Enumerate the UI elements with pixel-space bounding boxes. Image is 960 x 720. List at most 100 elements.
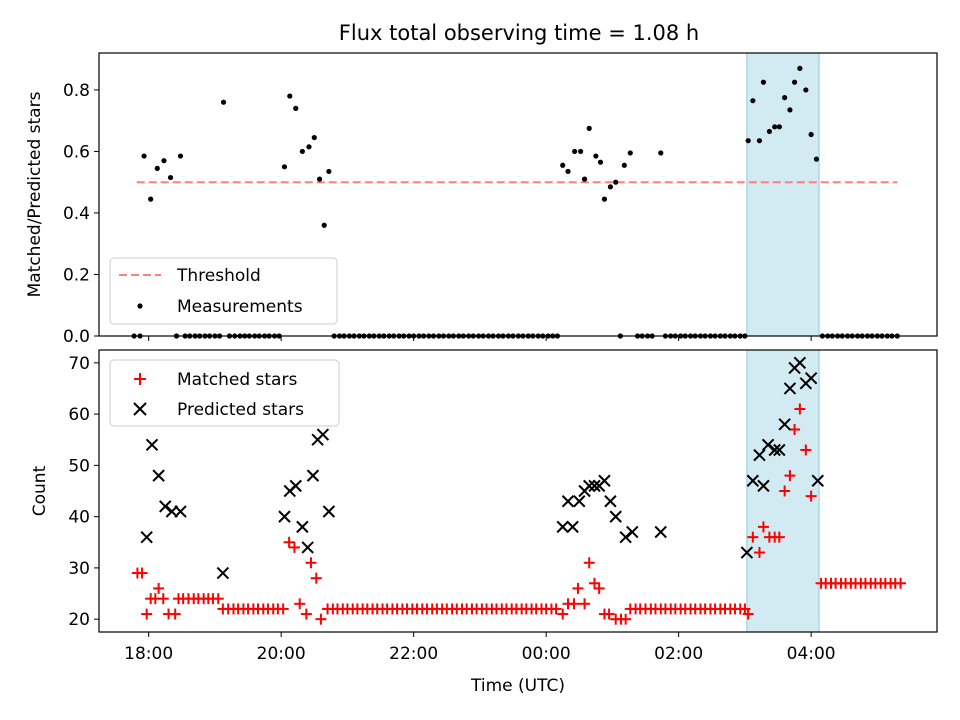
predicted-point [654,525,667,539]
predicted-point [296,520,309,534]
measurement-point [813,156,820,162]
predicted-point [793,356,807,370]
measurement-point [782,95,788,101]
y-tick-label: 0.8 [63,81,90,101]
x-tick-label: 04:00 [787,644,836,664]
y-axis-label: Matched/Predicted stars [25,91,45,297]
x-tick-label: 20:00 [257,644,306,664]
predicted-point [316,428,330,441]
predicted-point [753,448,766,462]
matched-point [300,608,312,620]
bottom-axes-frame [98,349,938,633]
cross-b [133,402,147,416]
cross-b [301,541,314,554]
cross-b [626,525,639,539]
predicted-point [811,474,824,487]
predicted-point [773,443,786,457]
matched-point [136,567,148,579]
predicted-point [216,566,230,580]
cross-b [561,495,575,508]
predicted-point [561,495,575,508]
y-tick-label: 60 [68,405,90,425]
matched-point [583,557,595,569]
measurement-point [293,105,299,111]
measurement-point [321,222,327,228]
cross-b [619,530,632,544]
predicted-point [740,546,754,559]
measurement-point [791,79,798,85]
matched-point [288,541,300,553]
matched-point [800,444,812,456]
cross-b [316,428,330,441]
measurement-point [141,153,147,159]
cross-b [573,495,586,508]
measurement-point [154,165,160,171]
matched-point [557,608,569,620]
chart-title: Flux total observing time = 1.08 h [339,21,699,45]
predicted-point [306,469,320,482]
cross-b [216,566,230,580]
cross-b [322,505,336,518]
measurement-point [177,153,184,159]
predicted-point [619,530,632,544]
matched-point [283,536,295,548]
predicted-point [583,479,596,493]
predicted-point [278,510,291,523]
legend: Matched stars Predicted stars [109,359,340,427]
bottom-panel: 20 30 40 50 60 70 18:00 20:00 22:00 00:00 02:00 04:… [30,349,938,696]
matched-point [572,582,584,594]
measurement-point [766,128,773,135]
matched-point [568,598,580,610]
measurement-point [306,144,312,150]
matched-point [169,608,181,620]
matched-point [773,531,785,543]
legend-box [109,257,338,325]
predicted-point [609,510,622,523]
matched-point [779,485,791,497]
matched-point [310,572,322,584]
measurement-point [581,176,588,182]
predicted-point [289,479,302,493]
cross-b [598,474,611,487]
matched-point [742,608,754,620]
matched-point [794,403,806,415]
cross-b [174,505,187,518]
measurement-point [572,148,578,155]
cross-b [740,546,754,559]
matched-point [895,577,907,589]
predicted-point [322,505,336,518]
cross-b [654,525,667,539]
measurement-point [803,87,809,93]
y-tick-label: 20 [68,610,90,630]
matched-point [550,603,562,615]
cross-b [778,418,791,431]
predicted-point [746,474,760,487]
legend-matched-swatch [134,373,146,385]
y-tick-label: 0.4 [63,204,90,224]
matched-point [753,547,765,559]
cross-b [609,510,622,523]
measurement-point [621,162,627,168]
measurement-point [287,93,293,99]
predicted-point [301,541,314,554]
predicted-point [804,371,818,385]
measurement-point [760,79,767,85]
measurement-point [161,158,167,164]
measurement-point [316,176,323,182]
y-tick-label: 30 [68,559,90,579]
x-tick-label: 00:00 [522,644,571,664]
legend-measurements-label: Measurements [177,297,303,317]
predicted-point [604,495,617,508]
cross-b [753,448,766,462]
matched-point [141,608,153,620]
legend-predicted-swatch [133,402,147,416]
x-tick-label: 18:00 [124,644,173,664]
measurement-point [601,196,608,202]
measurement-point [578,148,584,155]
cross-b [604,495,617,508]
matched-point [593,582,605,594]
matched-point [153,582,165,594]
cross-b [289,479,302,493]
cross-b [296,520,309,534]
